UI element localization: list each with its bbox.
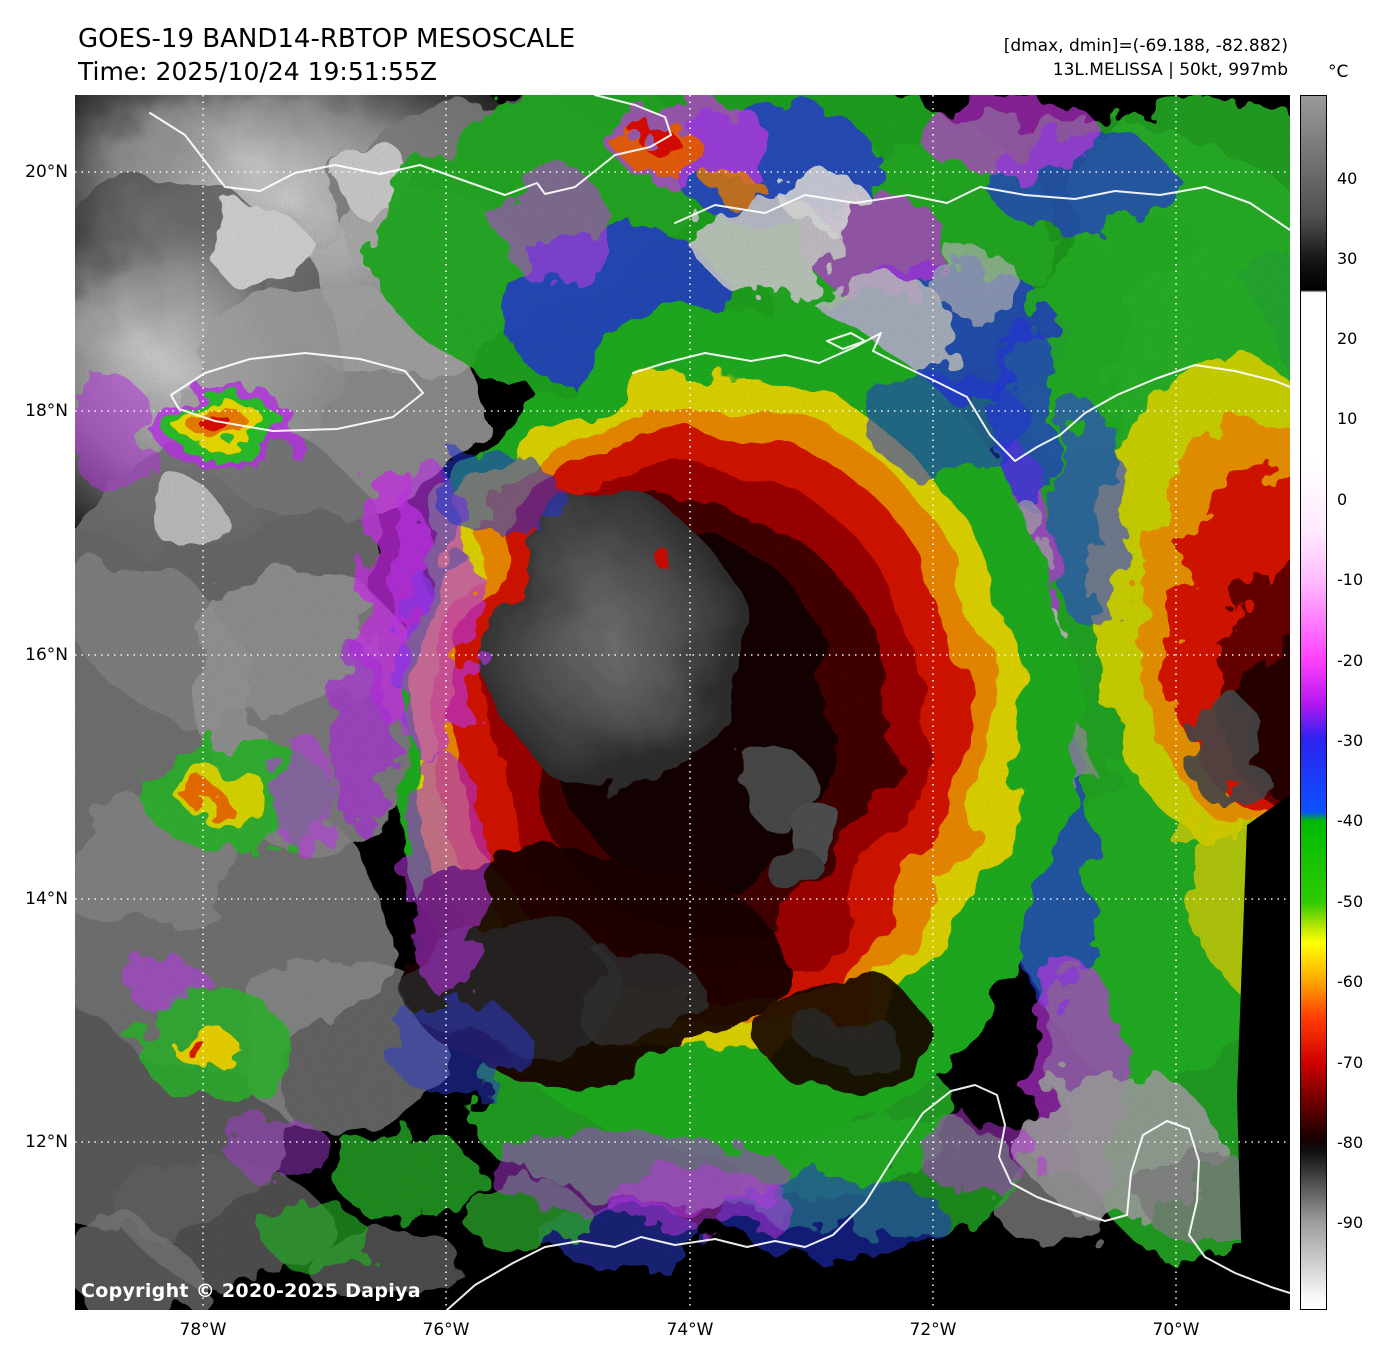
colorbar-tick: -40 [1337,811,1364,830]
colorbar-tick: -10 [1337,570,1364,589]
coastline-jamaica [170,352,424,432]
colorbar-tick: 10 [1337,409,1358,428]
lat-label-18n: 18°N [25,401,68,421]
colorbar-tick: -70 [1337,1053,1364,1072]
colorbar-unit: °C [1328,62,1349,82]
colorbar [1300,95,1327,1310]
lat-label-16n: 16°N [25,645,68,665]
lon-label-70w: 70°W [1152,1320,1200,1340]
coastline-hispaniola-south [632,332,1290,462]
lon-label-78w: 78°W [179,1320,227,1340]
noise-texture [75,95,1290,1310]
colorbar-tick: 0 [1337,490,1348,509]
timestamp: Time: 2025/10/24 19:51:55Z [78,57,437,86]
coastline-gonave [826,332,866,350]
coastline-cuba [149,95,672,196]
dmax-dmin-readout: [dmax, dmin]=(-69.188, -82.882) [1003,36,1288,56]
storm-info: 13L.MELISSA | 50kt, 997mb [1052,60,1288,80]
coastline-hispaniola-north [674,186,1290,231]
hurricane-imagery [75,95,1290,1310]
colorbar-tick: -50 [1337,892,1364,911]
colorbar-tick: -20 [1337,651,1364,670]
coastline-south-america [446,1084,1290,1310]
colorbar-tick: 40 [1337,169,1358,188]
colorbar-tick: -80 [1337,1133,1364,1152]
lat-label-12n: 12°N [25,1132,68,1152]
copyright: Copyright © 2020-2025 Dapiya [81,1280,421,1302]
lat-label-14n: 14°N [25,889,68,909]
colorbar-tick: -30 [1337,731,1364,750]
lon-label-74w: 74°W [666,1320,714,1340]
page-title: GOES-19 BAND14-RBTOP MESOSCALE [78,24,576,54]
lon-label-72w: 72°W [909,1320,957,1340]
coastlines [149,95,1290,1310]
satellite-image: Copyright © 2020-2025 Dapiya [75,95,1290,1310]
lat-label-20n: 20°N [25,162,68,182]
gridlines [75,95,1290,1310]
lon-label-76w: 76°W [422,1320,470,1340]
colorbar-tick: 30 [1337,249,1358,268]
colorbar-tick: -60 [1337,972,1364,991]
colorbar-tick: -90 [1337,1213,1364,1232]
colorbar-tick: 20 [1337,329,1358,348]
